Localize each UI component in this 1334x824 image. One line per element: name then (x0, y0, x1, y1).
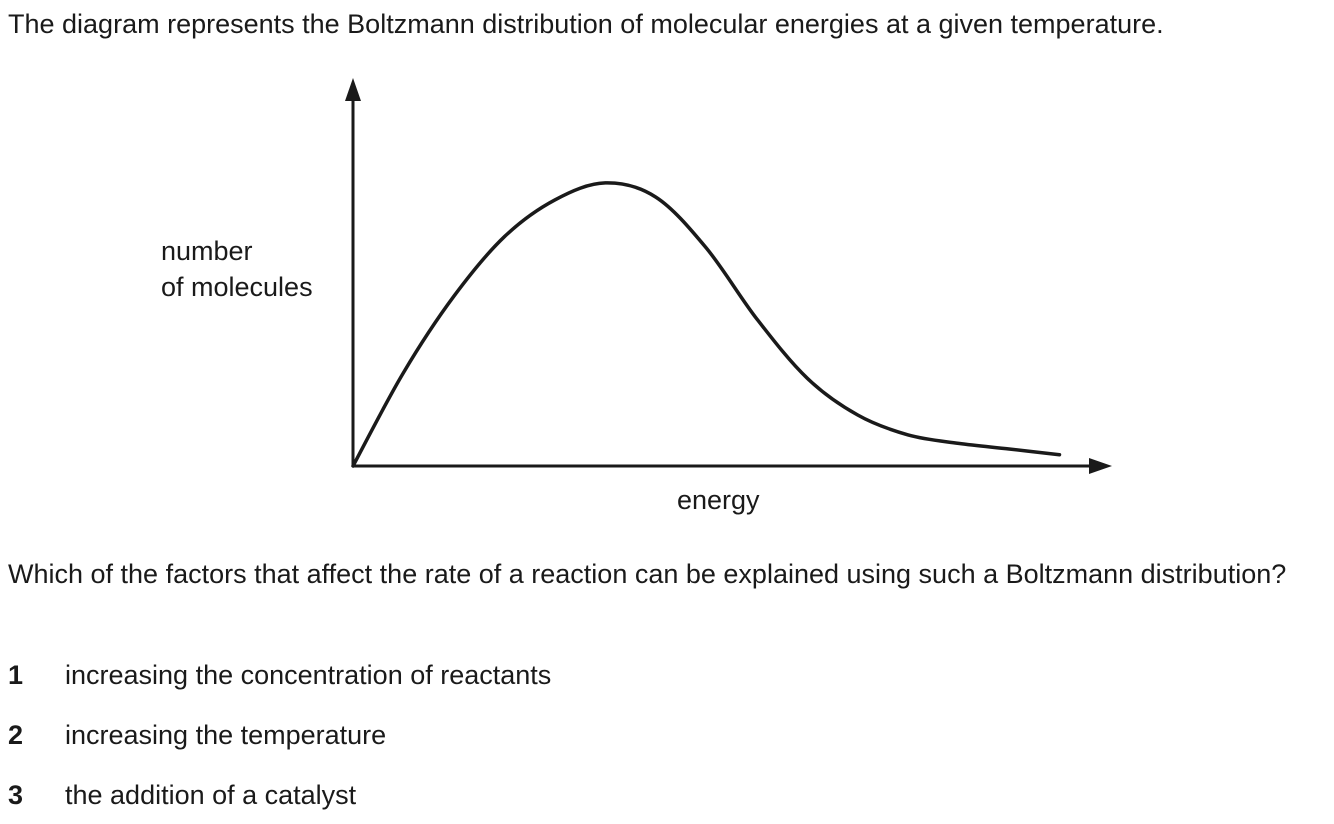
option-2-text: increasing the temperature (65, 720, 387, 750)
option-3: 3 the addition of a catalyst (8, 777, 356, 813)
option-1-number: 1 (8, 660, 24, 690)
option-1-text: increasing the concentration of reactant… (65, 660, 552, 690)
distribution-curve-0 (351, 181, 1062, 468)
x-axis-label: energy (677, 485, 760, 515)
option-3-number: 3 (8, 780, 24, 810)
series-layer (351, 181, 1062, 468)
y-axis-label-line-2: of molecules (161, 272, 313, 302)
option-2-number: 2 (8, 720, 24, 750)
y-axis-arrowhead (345, 78, 361, 101)
intro-text: The diagram represents the Boltzmann dis… (8, 9, 1164, 39)
y-axis-label: number of molecules (161, 233, 313, 305)
question-text: Which of the factors that affect the rat… (8, 559, 1287, 589)
x-axis-arrowhead (1089, 458, 1112, 474)
option-2: 2 increasing the temperature (8, 717, 386, 753)
y-axis-label-line-1: number (161, 236, 253, 266)
option-1: 1 increasing the concentration of reactan… (8, 657, 551, 693)
option-3-text: the addition of a catalyst (65, 780, 357, 810)
